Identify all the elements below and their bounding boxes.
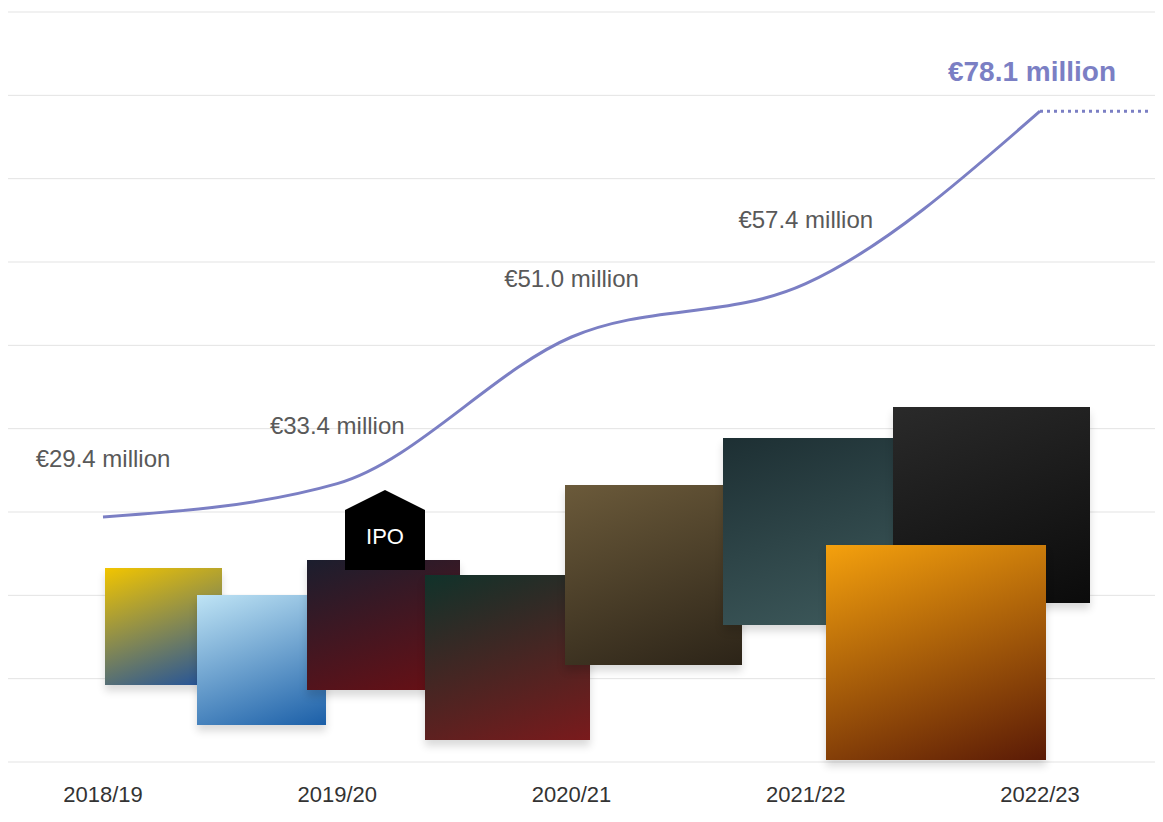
html-text:IPO: IPO (366, 524, 404, 549)
svg-text:€57.4 million: €57.4 million (738, 206, 873, 233)
svg-text:2021/22: 2021/22 (766, 782, 846, 807)
svg-text:2019/20: 2019/20 (297, 782, 377, 807)
svg-text:€29.4 million: €29.4 million (36, 445, 171, 472)
svg-text:€33.4 million: €33.4 million (270, 412, 405, 439)
svg-text:€78.1 million: €78.1 million (948, 56, 1116, 87)
svg-text:2018/19: 2018/19 (63, 782, 143, 807)
svg-text:2022/23: 2022/23 (1000, 782, 1080, 807)
svg-text:2020/21: 2020/21 (532, 782, 612, 807)
svg-text:€51.0 million: €51.0 million (504, 265, 639, 292)
